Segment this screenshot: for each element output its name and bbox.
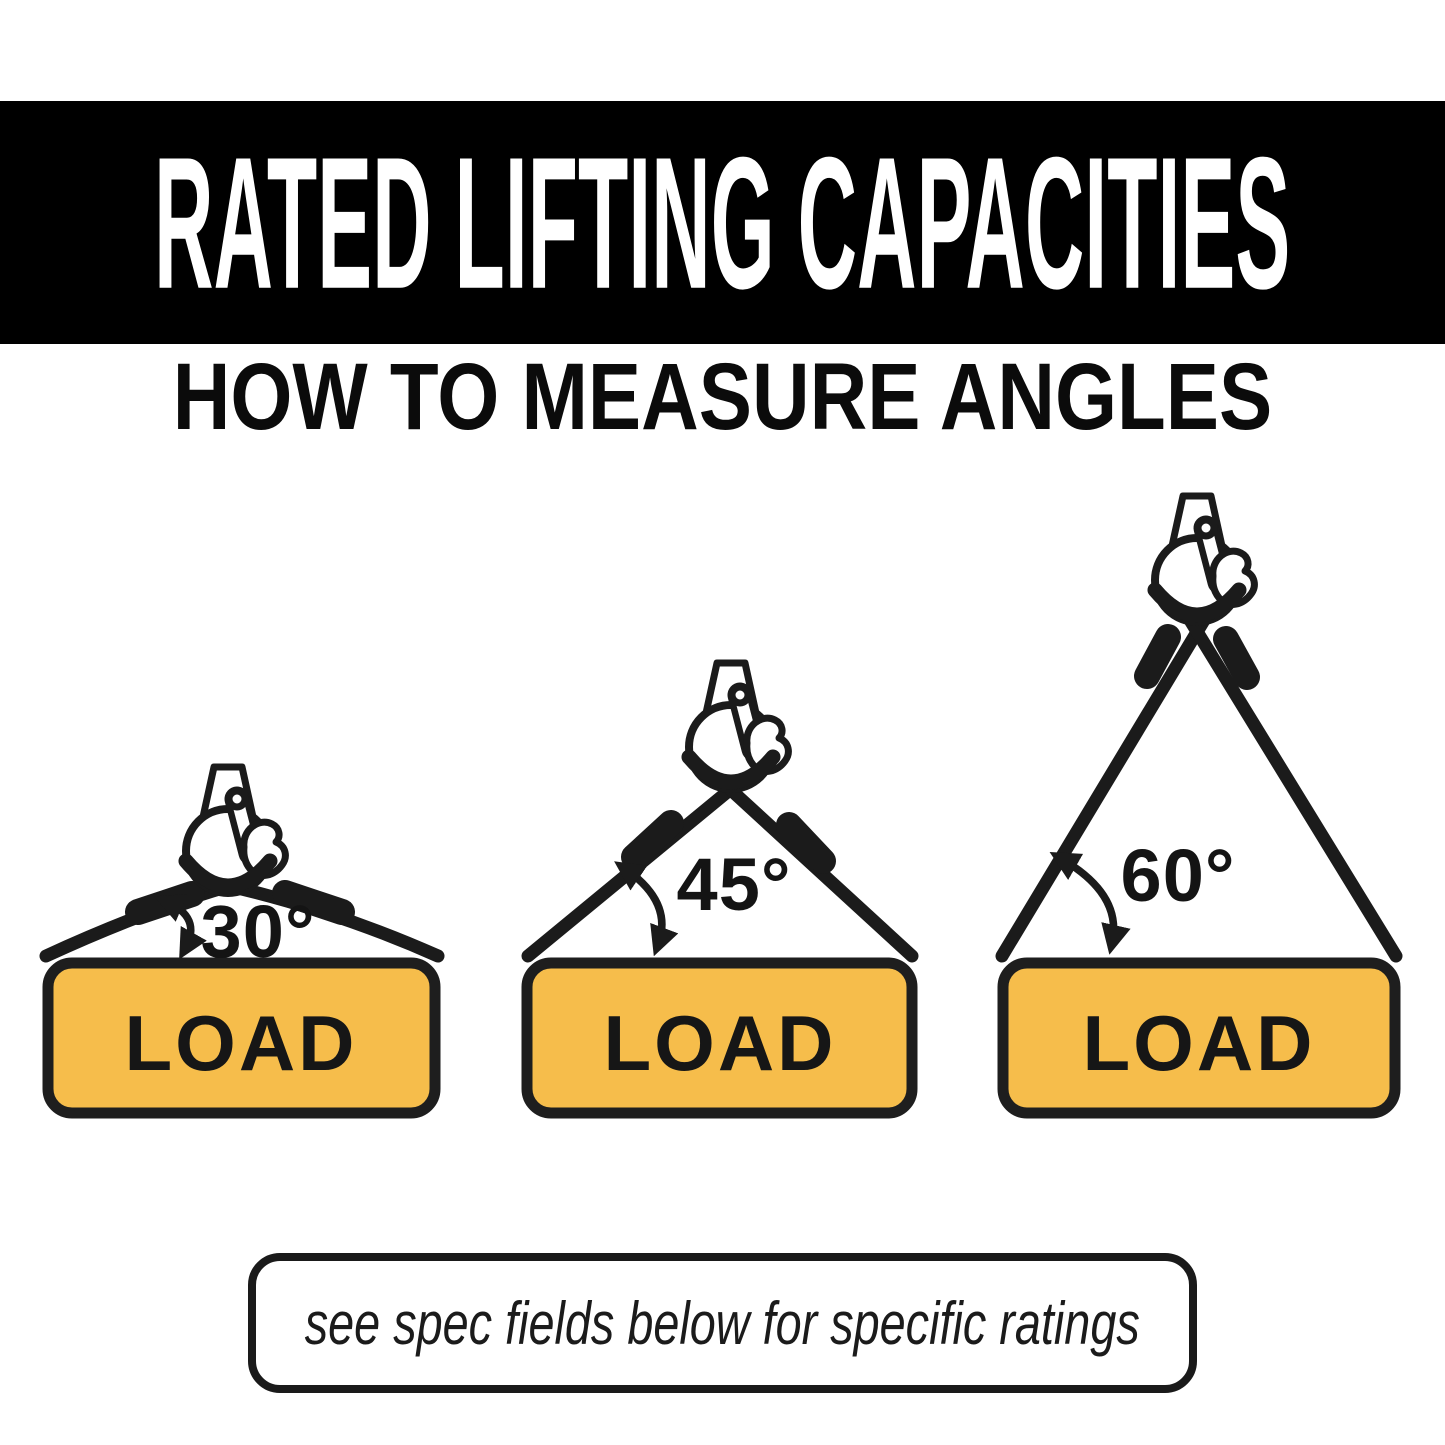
spec-note-box: see spec fields below for specific ratin… [248,1253,1197,1393]
angle-arc-arrow [614,861,679,957]
subtitle-row: HOW TO MEASURE ANGLES [0,344,1445,450]
diagram-45deg [521,663,919,1119]
angle-value-45: 45° [676,842,792,926]
title-banner: RATED LIFTING CAPACITIES [0,101,1445,344]
load-label-3: LOAD [1082,998,1316,1087]
diagram-30deg [39,767,445,1119]
angle-arc-arrow [1049,852,1131,955]
load-box [997,957,1401,1119]
spec-note-text: see spec fields below for specific ratin… [305,1289,1141,1357]
crane-hook-icon [689,663,788,789]
sling-left-fitting [621,810,684,870]
angle-arc-arrow [153,894,207,960]
page-title: RATED LIFTING CAPACITIES [154,117,1291,328]
sling-right [1178,605,1403,963]
crane-hook-icon [1155,496,1254,622]
sling-right-fitting [776,812,836,874]
load-label-1: LOAD [124,998,358,1087]
crane-hook-icon [186,767,285,893]
sling-right-fitting [272,880,355,925]
angle-value-60: 60° [1120,833,1236,917]
diagram-60deg [995,496,1403,1119]
load-label-2: LOAD [603,998,837,1087]
sling-left [995,605,1216,963]
subtitle-text: HOW TO MEASURE ANGLES [172,343,1273,450]
load-box [521,957,918,1119]
angle-value-30: 30° [200,889,316,973]
load-box [42,957,441,1119]
sling-left-fitting [1134,624,1181,689]
sling-right-fitting [1213,626,1260,690]
